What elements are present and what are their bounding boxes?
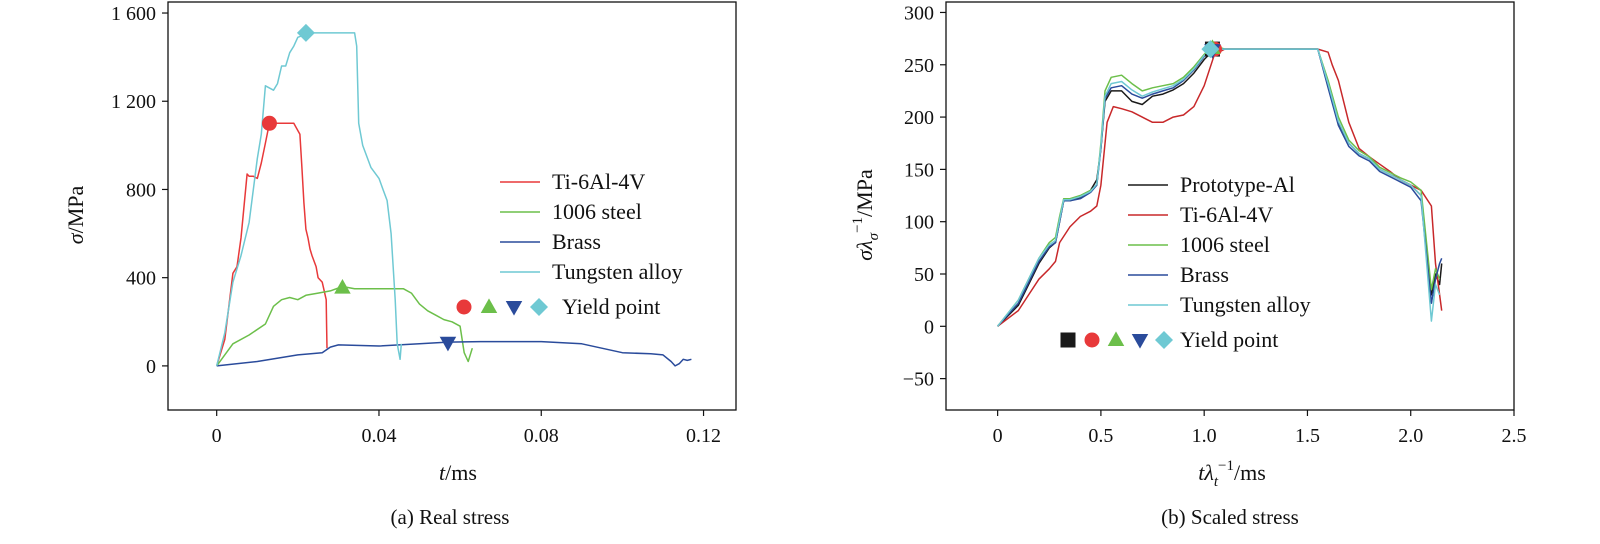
y-tick-label: 1 200: [111, 91, 156, 113]
series-line-1006-steel: [997, 45, 1441, 327]
chart-panel-real-stress: 0 0.04 0.08 0.12 0 400 800 1 200 1 600 Ti-6Al-4V 1…: [63, 1, 737, 529]
legend-marker-triangle-up: [1107, 331, 1125, 346]
yield-point-marker-ti-6al-4v: [261, 115, 277, 131]
y-tick-label: 400: [126, 268, 156, 290]
x-axis-label: t/ms: [439, 460, 477, 485]
axes-frame: [167, 1, 737, 411]
x-tick-label: 0.5: [1088, 425, 1113, 447]
legend-label-yield-point: Yield point: [562, 294, 660, 319]
legend-label-tungsten-alloy: Tungsten alloy: [552, 259, 683, 284]
series-line-ti-6al-4v: [215, 122, 328, 367]
y-tick-label: 800: [126, 179, 156, 201]
y-tick-label: 50: [914, 264, 934, 286]
y-tick-label: 300: [904, 2, 934, 24]
y-tick-label: 0: [924, 316, 934, 338]
legend-label-1006-steel: 1006 steel: [1180, 232, 1270, 257]
legend-marker-circle: [456, 299, 472, 315]
chart-panel-scaled-stress: 0 0.5 1.0 1.5 2.0 2.5 −50 0 50 100 150 200 250 300 Pro…: [850, 1, 1527, 529]
y-tick-label: 0: [146, 356, 156, 378]
yield-point-marker-tungsten-alloy: [1201, 40, 1220, 59]
x-tick-label: 0.08: [524, 425, 559, 447]
series-line-brass: [216, 340, 692, 367]
legend-label-ti-6al-4v: Ti-6Al-4V: [1180, 202, 1273, 227]
legend-marker-square: [1060, 332, 1076, 348]
y-tick-label: 1 600: [111, 3, 156, 25]
legend-label-brass: Brass: [552, 229, 601, 254]
x-tick-label: 0.04: [361, 425, 396, 447]
series-line-tungsten-alloy: [997, 48, 1441, 327]
y-tick-label: 150: [904, 159, 934, 181]
x-tick-label: 1.0: [1192, 425, 1217, 447]
legend-label-tungsten-alloy: Tungsten alloy: [1180, 292, 1311, 317]
legend-label-1006-steel: 1006 steel: [552, 199, 642, 224]
chart-caption: (a) Real stress: [391, 505, 510, 529]
legend-marker-circle: [1084, 332, 1100, 348]
y-tick-label: 200: [904, 107, 934, 129]
series-line-ti-6al-4v: [997, 48, 1443, 327]
x-tick-label: 1.5: [1295, 425, 1320, 447]
legend-label-yield-point: Yield point: [1180, 327, 1278, 352]
series-line-1006-steel: [216, 285, 474, 367]
legend-label-prototype-al: Prototype-Al: [1180, 172, 1295, 197]
plot-area: 0 0.5 1.0 1.5 2.0 2.5 −50 0 50 100 150 200 250 300 Pro…: [903, 1, 1527, 447]
x-tick-label: 0.12: [686, 425, 721, 447]
x-tick-label: 2.0: [1398, 425, 1423, 447]
plot-area: 0 0.04 0.08 0.12 0 400 800 1 200 1 600 Ti-6Al-4V 1…: [111, 1, 737, 447]
legend-marker-diamond: [530, 298, 548, 316]
axes-frame: [945, 1, 1515, 411]
y-tick-label: −50: [903, 369, 934, 391]
yield-point-marker-tungsten-alloy: [296, 23, 315, 42]
legend-marker-diamond: [1155, 331, 1173, 349]
legend-marker-triangle-up: [480, 298, 498, 313]
yield-point-marker-1006-steel: [334, 278, 351, 294]
legend-label-brass: Brass: [1180, 262, 1229, 287]
y-tick-label: 100: [904, 212, 934, 234]
chart-caption: (b) Scaled stress: [1161, 505, 1299, 529]
x-tick-label: 2.5: [1502, 425, 1527, 447]
x-tick-label: 0: [212, 425, 222, 447]
y-axis-label: σλσ−1/MPa: [850, 169, 882, 261]
yield-point-marker-brass: [439, 336, 457, 352]
legend-marker-triangle-down: [1131, 334, 1149, 349]
x-tick-label: 0: [993, 425, 1003, 447]
legend-label-ti-6al-4v: Ti-6Al-4V: [552, 169, 645, 194]
legend-marker-triangle-down: [505, 301, 523, 316]
y-axis-label: σ/MPa: [63, 186, 88, 245]
x-axis-label: tλt−1/ms: [1198, 458, 1266, 490]
y-tick-label: 250: [904, 55, 934, 77]
